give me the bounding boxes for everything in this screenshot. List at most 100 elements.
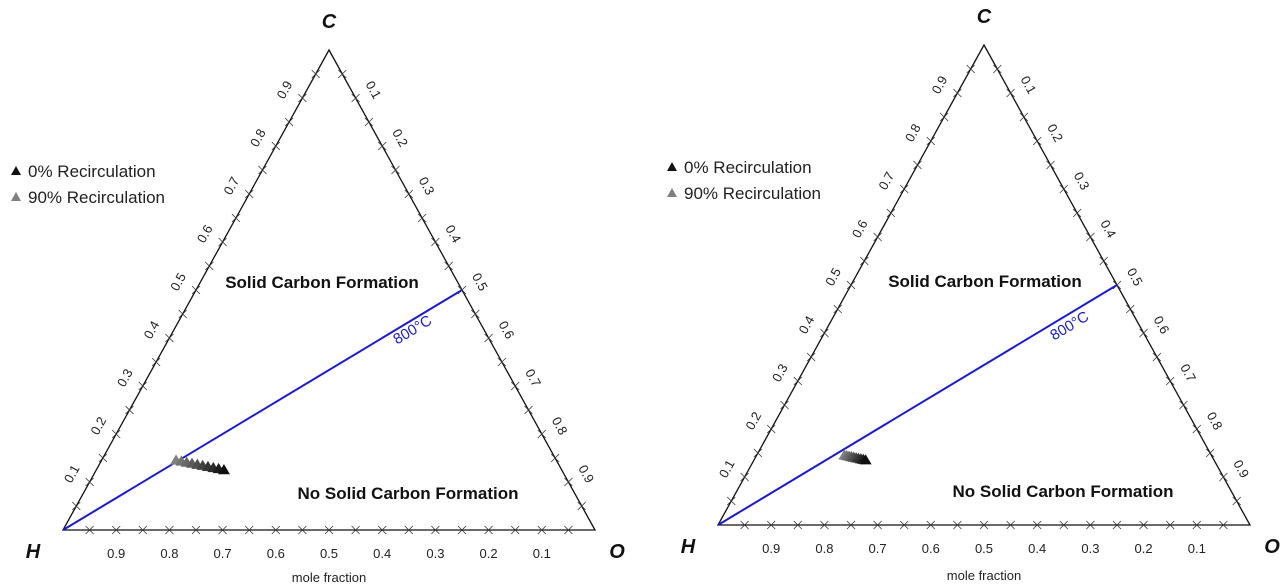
right-axis-tick	[510, 381, 520, 391]
left-tick-label: 0.3	[114, 366, 136, 389]
bottom-axis-tick	[510, 525, 520, 535]
right-tick-label: 0.3	[416, 174, 438, 197]
right-axis-tick	[364, 117, 374, 127]
left-axis-tick	[218, 237, 227, 247]
bottom-axis-tick	[324, 525, 334, 535]
right-tick-label: 0.1	[1018, 73, 1040, 96]
right-tick-label: 0.5	[1124, 265, 1146, 288]
right-axis-tick	[550, 453, 560, 463]
right-axis-tick	[1179, 400, 1188, 410]
x-axis-label: mole fraction	[292, 570, 366, 585]
bottom-tick-label: 0.3	[1081, 541, 1099, 556]
vertex-label-o: O	[1264, 536, 1280, 558]
isotherm-line	[717, 284, 1118, 526]
bottom-axis-tick	[244, 525, 254, 535]
x-axis-label: mole fraction	[947, 568, 1021, 583]
right-axis-tick	[1165, 376, 1175, 386]
left-axis-tick	[284, 117, 294, 127]
bottom-tick-label: 0.8	[160, 546, 178, 561]
left-axis-tick	[231, 213, 241, 223]
right-tick-label: 0.8	[549, 414, 571, 437]
right-axis-tick	[377, 141, 387, 151]
legend-marker	[11, 166, 21, 175]
left-tick-label: 0.5	[167, 270, 189, 293]
right-axis-tick	[444, 261, 453, 271]
left-tick-label: 0.2	[87, 414, 109, 437]
right-axis-tick	[993, 64, 1002, 74]
isotherm-line	[62, 289, 463, 531]
left-axis-tick	[727, 496, 736, 506]
left-axis-tick	[846, 280, 856, 290]
right-axis-tick	[1139, 328, 1148, 338]
left-axis-tick	[820, 328, 829, 338]
bottom-axis-tick	[979, 520, 989, 530]
bottom-axis-tick	[926, 520, 936, 530]
right-axis-tick	[1205, 448, 1215, 458]
left-tick-label: 0.3	[769, 361, 791, 384]
left-axis-tick	[258, 165, 267, 175]
right-tick-label: 0.7	[522, 366, 544, 389]
bottom-axis-tick	[1006, 520, 1015, 530]
right-axis-tick	[1059, 184, 1069, 194]
left-axis-tick	[926, 136, 936, 146]
right-tick-label: 0.7	[1177, 361, 1199, 384]
left-axis-tick	[753, 448, 763, 458]
region-label-no-solid: No Solid Carbon Formation	[298, 484, 519, 503]
left-tick-label: 0.5	[822, 265, 844, 288]
left-axis-tick	[966, 64, 975, 74]
bottom-tick-label: 0.4	[1028, 541, 1046, 556]
left-axis-tick	[98, 453, 108, 463]
region-label-solid: Solid Carbon Formation	[225, 273, 419, 292]
vertex-label-o: O	[609, 541, 625, 563]
left-tick-label: 0.8	[902, 121, 924, 144]
left-axis-tick	[165, 333, 174, 343]
bottom-axis-tick	[377, 525, 387, 535]
left-tick-label: 0.1	[716, 457, 738, 480]
legend-marker	[667, 188, 677, 197]
right-axis-tick	[1126, 304, 1135, 314]
bottom-axis-tick	[740, 520, 749, 530]
right-tick-label: 0.4	[1097, 217, 1119, 240]
bottom-tick-label: 0.6	[267, 546, 285, 561]
bottom-axis-tick	[111, 525, 121, 535]
right-axis-tick	[351, 93, 360, 103]
left-axis-tick	[899, 184, 909, 194]
left-axis-tick	[244, 189, 254, 199]
right-tick-label: 0.6	[1151, 313, 1173, 336]
bottom-tick-label: 0.7	[869, 541, 887, 556]
bottom-tick-label: 0.3	[426, 546, 444, 561]
right-axis-tick	[484, 333, 493, 343]
left-tick-label: 0.6	[849, 217, 871, 240]
right-tick-label: 0.6	[496, 318, 518, 341]
right-axis-tick	[1192, 424, 1202, 434]
right-axis-tick	[524, 405, 533, 415]
left-tick-label: 0.1	[61, 462, 83, 485]
bottom-tick-label: 0.1	[1188, 541, 1206, 556]
left-axis-tick	[191, 285, 201, 295]
left-axis-tick	[72, 501, 81, 511]
bottom-tick-label: 0.1	[533, 546, 551, 561]
right-axis-tick	[1006, 88, 1015, 98]
right-axis-tick	[564, 477, 573, 487]
left-axis-tick	[178, 309, 187, 319]
bottom-axis-tick	[138, 525, 148, 535]
left-axis-tick	[271, 141, 281, 151]
right-tick-label: 0.9	[575, 462, 597, 485]
bottom-tick-label: 0.8	[815, 541, 833, 556]
left-axis-tick	[111, 429, 121, 439]
bottom-axis-tick	[537, 525, 547, 535]
isotherm-label: 800°C	[390, 312, 435, 348]
left-axis-tick	[873, 232, 882, 242]
left-axis-tick	[205, 261, 214, 271]
legend-label: 90% Recirculation	[684, 184, 821, 203]
bottom-axis-tick	[484, 525, 493, 535]
left-axis-tick	[780, 400, 789, 410]
bottom-tick-label: 0.9	[107, 546, 125, 561]
right-tick-label: 0.5	[469, 270, 491, 293]
left-axis-tick	[860, 256, 869, 266]
bottom-axis-tick	[165, 525, 174, 535]
vertex-label-c: C	[322, 11, 337, 33]
left-tick-label: 0.2	[742, 409, 764, 432]
bottom-axis-tick	[85, 525, 94, 535]
left-axis-tick	[151, 357, 161, 367]
